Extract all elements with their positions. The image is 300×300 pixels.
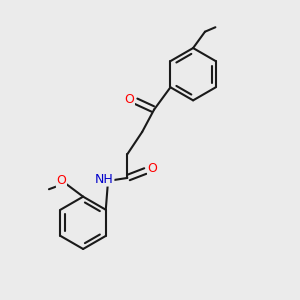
Text: O: O bbox=[124, 93, 134, 106]
Text: O: O bbox=[148, 162, 158, 175]
Text: NH: NH bbox=[95, 173, 114, 186]
Text: O: O bbox=[56, 174, 66, 188]
